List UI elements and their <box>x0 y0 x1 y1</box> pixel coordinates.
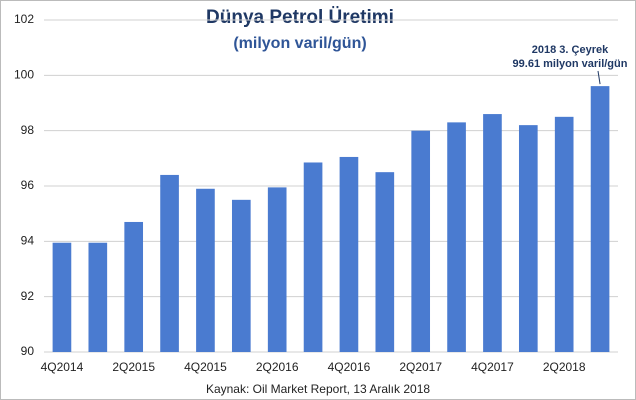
bar <box>483 114 502 352</box>
bar <box>447 122 466 352</box>
annotation: 99.61 milyon varil/gün <box>513 58 628 70</box>
bar <box>160 174 179 352</box>
bar <box>231 199 251 352</box>
bar <box>88 242 108 352</box>
y-tick-label: 90 <box>21 344 35 358</box>
x-tick-label: 2Q2015 <box>112 360 155 374</box>
annotation: 2018 3. Çeyrek <box>532 44 609 56</box>
source: Kaynak: Oil Market Report, 13 Aralık 201… <box>206 382 430 396</box>
y-tick-label: 92 <box>21 289 35 303</box>
chart-subtitle: (milyon varil/gün) <box>233 35 366 52</box>
chart-title: Dünya Petrol Üretimi <box>206 7 394 28</box>
annotation-pointer <box>597 70 601 85</box>
x-tick-label: 4Q2014 <box>41 360 84 374</box>
bar <box>518 125 538 352</box>
bar <box>267 187 287 352</box>
x-tick-label: 2Q2016 <box>256 360 299 374</box>
bar <box>375 172 395 352</box>
x-tick-label: 4Q2015 <box>184 360 227 374</box>
bar <box>124 221 144 352</box>
y-tick-label: 96 <box>21 178 35 192</box>
bar <box>303 162 323 352</box>
x-tick-label: 4Q2017 <box>471 360 514 374</box>
bar <box>554 116 574 352</box>
y-tick-label: 94 <box>21 234 35 248</box>
bar <box>196 188 215 352</box>
x-tick-label: 2Q2018 <box>543 360 586 374</box>
y-tick-label: 102 <box>14 12 34 26</box>
bar <box>339 156 359 352</box>
y-tick-label: 98 <box>21 123 35 137</box>
bar <box>411 130 431 352</box>
bar <box>52 242 72 352</box>
bar <box>590 86 610 352</box>
y-tick-label: 100 <box>14 68 34 82</box>
x-tick-label: 2Q2017 <box>399 360 442 374</box>
x-tick-label: 4Q2016 <box>328 360 371 374</box>
